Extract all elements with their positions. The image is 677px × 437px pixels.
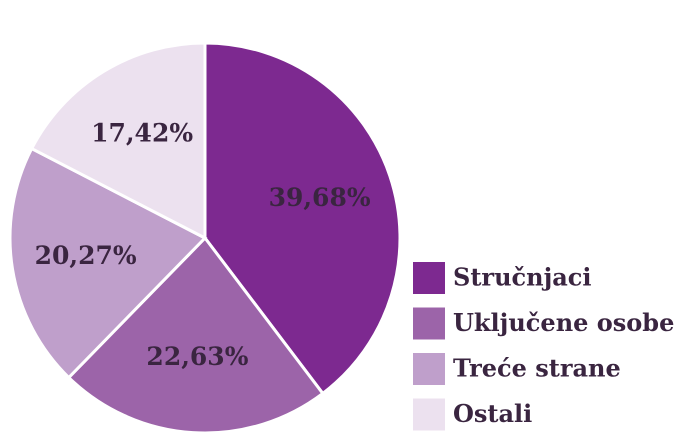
pie-slice bbox=[8, 146, 208, 380]
data-label: 39,68% bbox=[269, 183, 371, 212]
legend-label: Treće strane bbox=[453, 354, 621, 383]
legend-swatch bbox=[413, 307, 445, 340]
legend-label: Uključene osobe bbox=[453, 308, 674, 337]
legend-swatch bbox=[413, 398, 445, 431]
legend-swatch bbox=[413, 262, 445, 294]
legend-label: Stručnjaci bbox=[453, 263, 592, 292]
data-label: 20,27% bbox=[35, 241, 137, 270]
pie-slice bbox=[203, 41, 402, 396]
pie-slice bbox=[29, 41, 207, 241]
legend-swatch bbox=[413, 353, 445, 385]
data-label: 22,63% bbox=[146, 342, 248, 371]
legend-label: Ostali bbox=[453, 399, 532, 428]
data-label: 17,42% bbox=[91, 118, 193, 147]
